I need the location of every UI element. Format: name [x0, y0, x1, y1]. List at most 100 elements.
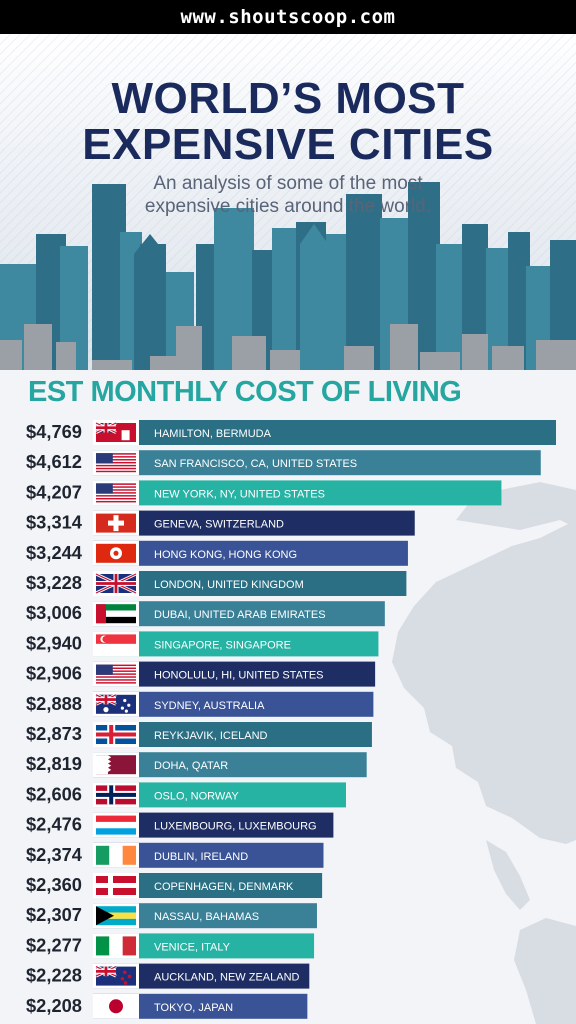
bar	[93, 420, 556, 445]
bermuda-flag-icon	[93, 420, 139, 445]
bar-row: $2,906 HONOLULU, HI, UNITED STATES	[26, 661, 376, 687]
bar-row: $3,006 DUBAI, UNITED ARAB EMIRATES	[26, 601, 385, 627]
skyline-building	[232, 336, 266, 370]
bar-row: $2,208 TOKYO, JAPAN	[26, 993, 308, 1019]
value-label: $2,307	[26, 905, 82, 925]
skyline-building	[270, 350, 300, 370]
value-label: $3,006	[26, 603, 82, 623]
city-label: LONDON, UNITED KINGDOM	[154, 579, 304, 591]
city-label: TOKYO, JAPAN	[154, 1002, 233, 1014]
city-label: SINGAPORE, SINGAPORE	[154, 639, 291, 651]
subtitle-line1: An analysis of some of the most	[153, 173, 423, 194]
city-label: HONG KONG, HONG KONG	[154, 549, 297, 561]
qatar-flag-icon	[93, 752, 139, 778]
value-label: $2,888	[26, 694, 82, 714]
value-label: $4,612	[26, 452, 82, 472]
bar-row: $2,940 SINGAPORE, SINGAPORE	[26, 631, 379, 657]
bar-row: $2,307 NASSAU, BAHAMAS	[26, 903, 317, 929]
greenland-landmass	[456, 482, 576, 530]
bar-row: $2,228 AUCKLAND, NEW ZEALAND	[26, 963, 310, 989]
skyline-building	[272, 228, 298, 370]
norway-flag-icon	[93, 782, 139, 808]
bahamas-flag-icon	[93, 903, 139, 929]
bar	[93, 631, 379, 657]
value-label: $2,360	[26, 875, 82, 895]
world-map-background	[392, 482, 576, 1024]
skyline-building	[492, 346, 524, 370]
skyline-building	[436, 244, 464, 370]
cost-of-living-bar-chart: $4,769 HAMILTON, BERMUDA $4,612 SAN FRANCIS…	[26, 420, 556, 1019]
bar	[93, 661, 376, 687]
watermark-banner: www.shoutscoop.com	[0, 0, 576, 34]
bar-row: $3,244 HONG KONG, HONG KONG	[26, 540, 408, 566]
skyline-building	[536, 340, 576, 370]
bar-row: $2,888 SYDNEY, AUSTRALIA	[26, 691, 374, 717]
value-label: $2,819	[26, 754, 82, 774]
skyline-building	[24, 324, 52, 370]
skyline-building	[346, 194, 382, 370]
value-label: $2,208	[26, 996, 82, 1016]
value-label: $2,374	[26, 845, 82, 865]
skyline-building	[300, 224, 328, 370]
bar	[93, 510, 415, 536]
city-label: HONOLULU, HI, UNITED STATES	[154, 670, 324, 682]
city-label: DUBLIN, IRELAND	[154, 851, 248, 863]
bar-row: $4,612 SAN FRANCISCO, CA, UNITED STATES	[26, 450, 541, 476]
value-label: $3,228	[26, 573, 82, 593]
central-america-landmass	[486, 840, 530, 910]
city-label: REYKJAVIK, ICELAND	[154, 730, 268, 742]
chart-title: EST MONTHLY COST OF LIVING	[28, 376, 462, 408]
city-skyline-illustration	[0, 182, 576, 370]
page-subtitle: An analysis of some of the most expensiv…	[118, 172, 458, 218]
skyline-building	[176, 326, 202, 370]
japan-flag-icon	[93, 993, 139, 1019]
city-label: LUXEMBOURG, LUXEMBOURG	[154, 821, 317, 833]
italy-flag-icon	[93, 933, 139, 959]
value-label: $2,906	[26, 664, 82, 684]
city-label: AUCKLAND, NEW ZEALAND	[154, 972, 300, 984]
bar	[93, 450, 541, 476]
singapore-flag-icon	[93, 631, 139, 657]
city-label: NEW YORK, NY, UNITED STATES	[154, 488, 325, 500]
hero-header: WORLD’S MOST EXPENSIVE CITIES An analysi…	[0, 34, 576, 370]
city-label: VENICE, ITALY	[154, 941, 231, 953]
value-label: $4,207	[26, 482, 82, 502]
bar-row: $2,374 DUBLIN, IRELAND	[26, 842, 324, 868]
bar-row: $2,873 REYKJAVIK, ICELAND	[26, 722, 372, 747]
bar	[93, 571, 407, 596]
bar	[93, 480, 502, 506]
value-label: $3,244	[26, 543, 82, 563]
page-title-line2: EXPENSIVE CITIES	[82, 120, 494, 169]
usa-flag-icon	[93, 480, 139, 506]
bar-row: $2,606 OSLO, NORWAY	[26, 782, 347, 808]
subtitle-line2: expensive cities around the world.	[144, 196, 432, 217]
australia-flag-icon	[93, 691, 139, 717]
value-label: $2,277	[26, 935, 82, 955]
skyline-building	[420, 352, 460, 370]
luxembourg-flag-icon	[93, 812, 139, 838]
page-title-line1: WORLD’S MOST	[111, 74, 465, 123]
city-label: HAMILTON, BERMUDA	[154, 428, 272, 440]
switzerland-flag-icon	[93, 510, 139, 536]
uk-flag-icon	[93, 571, 139, 596]
bar-row: $4,769 HAMILTON, BERMUDA	[26, 420, 556, 445]
city-label: COPENHAGEN, DENMARK	[154, 881, 294, 893]
bar	[93, 722, 372, 747]
skyline-building	[92, 360, 132, 370]
bar-row: $2,360 COPENHAGEN, DENMARK	[26, 873, 323, 898]
value-label: $2,873	[26, 724, 82, 744]
city-label: SYDNEY, AUSTRALIA	[154, 700, 265, 712]
uae-flag-icon	[93, 601, 139, 627]
value-label: $2,940	[26, 633, 82, 653]
north-america-landmass	[392, 520, 576, 844]
value-label: $2,228	[26, 966, 82, 986]
bar	[93, 540, 408, 566]
city-label: DOHA, QATAR	[154, 760, 228, 772]
skyline-building	[390, 324, 418, 370]
bar-row: $3,314 GENEVA, SWITZERLAND	[26, 510, 415, 536]
skyline-building	[134, 234, 166, 370]
skyline-building	[0, 340, 22, 370]
bar-row: $2,819 DOHA, QATAR	[26, 752, 367, 778]
city-label: SAN FRANCISCO, CA, UNITED STATES	[154, 458, 357, 470]
bar-row: $3,228 LONDON, UNITED KINGDOM	[26, 571, 407, 596]
